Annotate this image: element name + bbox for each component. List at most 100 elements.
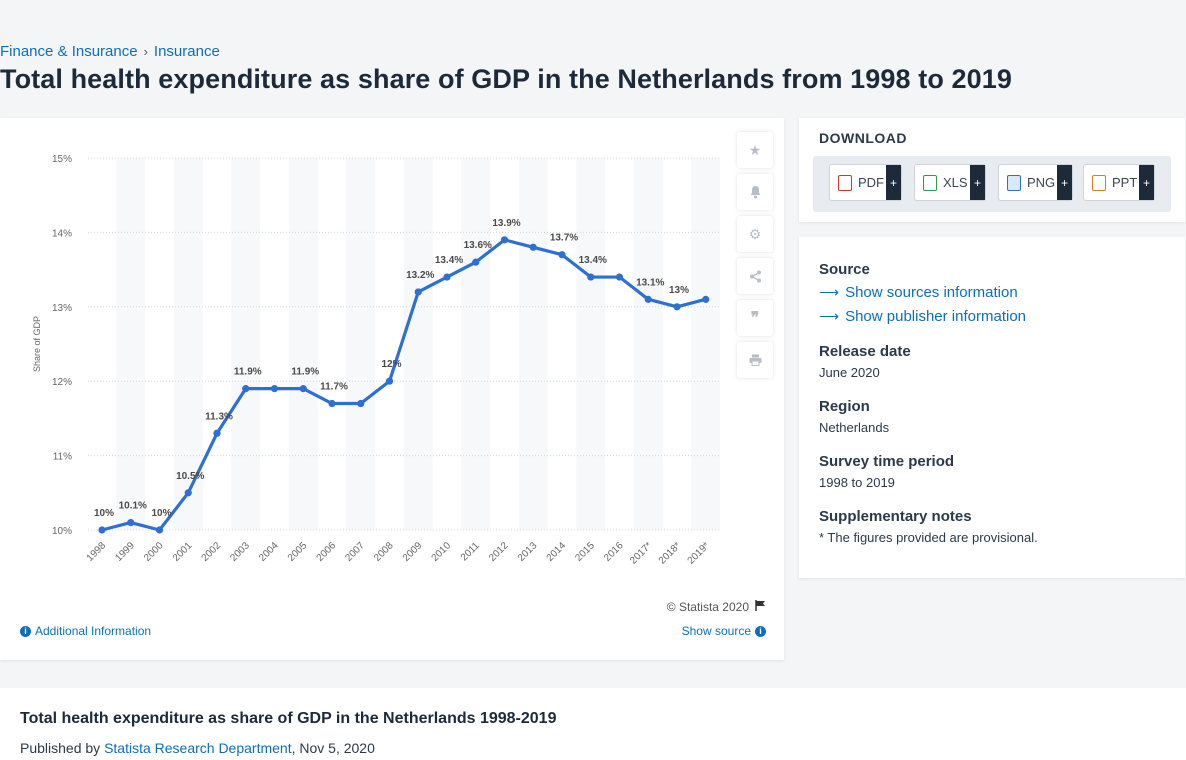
data-label: 13.9% <box>492 218 520 229</box>
download-ppt-button[interactable]: PPT + <box>1083 164 1155 201</box>
x-tick-label: 2016 <box>602 540 626 564</box>
column-band <box>403 158 433 530</box>
data-point <box>184 489 192 497</box>
x-tick-label: 2017* <box>628 540 654 566</box>
breadcrumb: Finance & Insurance › Insurance <box>0 43 220 60</box>
x-tick-label: 2009 <box>401 540 425 564</box>
x-tick-label: 2002 <box>200 540 224 564</box>
statistic-description: Total health expenditure as share of GDP… <box>0 688 1186 760</box>
download-png-button[interactable]: PNG + <box>998 164 1073 201</box>
ppt-label: PPT <box>1112 175 1138 190</box>
survey-period-value: 1998 to 2019 <box>819 475 895 490</box>
pdf-plus-button[interactable]: + <box>886 165 901 200</box>
x-tick-label: 1999 <box>113 540 137 564</box>
published-date: , Nov 5, 2020 <box>291 740 375 756</box>
region-value: Netherlands <box>819 420 890 435</box>
star-icon[interactable]: ★ <box>737 132 773 168</box>
download-xls-button[interactable]: XLS + <box>914 164 986 201</box>
gear-icon[interactable]: ⚙ <box>737 216 773 252</box>
x-tick-label: 2011 <box>459 540 482 563</box>
flag-icon <box>755 600 766 614</box>
download-pdf-button[interactable]: PDF + <box>829 164 902 201</box>
x-tick-label: 2015 <box>573 540 597 564</box>
xls-plus-button[interactable]: + <box>970 165 985 200</box>
data-point <box>299 385 307 393</box>
breadcrumb-separator: › <box>143 44 148 59</box>
breadcrumb-finance-insurance[interactable]: Finance & Insurance <box>0 43 138 60</box>
statista-credits[interactable]: © Statista 2020 <box>667 600 766 614</box>
download-card: DOWNLOAD PDF + XLS + PNG + PPT + <box>799 118 1185 222</box>
data-label: 13.6% <box>464 240 492 251</box>
x-tick-label: 2014 <box>545 540 569 564</box>
x-tick-label: 2006 <box>315 540 339 564</box>
y-tick-label: 13% <box>52 303 72 314</box>
info-icon: i <box>20 625 31 637</box>
data-label: 10.5% <box>176 471 204 482</box>
data-point <box>155 526 164 534</box>
x-tick-label: 2005 <box>286 540 310 564</box>
png-plus-button[interactable]: + <box>1057 165 1072 200</box>
xls-file-icon <box>923 174 937 191</box>
data-label: 13% <box>669 285 689 296</box>
data-label: 11.3% <box>205 411 233 422</box>
supplementary-notes-value: * The figures provided are provisional. <box>819 530 1038 545</box>
data-label: 11.9% <box>234 367 262 378</box>
x-tick-label: 2001 <box>171 540 195 564</box>
column-band <box>346 158 376 530</box>
print-icon[interactable] <box>737 342 773 378</box>
xls-label: XLS <box>943 175 968 190</box>
pdf-label: PDF <box>858 175 884 190</box>
data-label: 11.7% <box>320 382 348 393</box>
series-line <box>101 238 707 532</box>
column-band <box>288 158 318 530</box>
data-point <box>472 258 480 266</box>
download-buttons: PDF + XLS + PNG + PPT + <box>813 156 1171 212</box>
data-point <box>270 385 279 393</box>
bell-icon[interactable] <box>737 174 773 210</box>
source-label: Source <box>819 261 870 278</box>
release-date-value: June 2020 <box>819 365 880 380</box>
x-tick-label: 2019* <box>686 540 712 566</box>
ppt-file-icon <box>1092 174 1106 191</box>
additional-information-link[interactable]: i Additional Information <box>20 624 151 638</box>
show-source-link[interactable]: Show source i <box>682 624 766 638</box>
data-point <box>127 518 135 527</box>
publisher-link[interactable]: Statista Research Department <box>104 740 292 756</box>
x-tick-label: 2008 <box>372 540 396 564</box>
credits-text: © Statista 2020 <box>666 600 749 614</box>
data-point <box>587 273 595 281</box>
breadcrumb-insurance[interactable]: Insurance <box>153 43 220 60</box>
published-by: Published by Statista Research Departmen… <box>20 740 375 756</box>
data-point <box>529 243 537 251</box>
y-tick-label: 10% <box>52 526 72 537</box>
data-label: 13.1% <box>636 277 664 288</box>
show-publisher-link[interactable]: ⟶ Show publisher information <box>819 308 1026 325</box>
survey-period-label: Survey time period <box>819 453 955 470</box>
ppt-plus-button[interactable]: + <box>1139 165 1154 200</box>
x-tick-label: 2007 <box>343 540 367 564</box>
x-tick-label: 2012 <box>487 540 511 564</box>
y-tick-label: 14% <box>52 228 72 239</box>
info-icon: i <box>755 625 766 637</box>
show-source-label: Show source <box>681 624 751 638</box>
additional-information-label: Additional Information <box>35 624 152 638</box>
data-label: 13.2% <box>406 270 434 281</box>
column-band <box>576 158 606 530</box>
data-label: 13.4% <box>579 255 607 266</box>
chart-tools: ★ ⚙ ❞ <box>737 132 773 378</box>
data-label: 13.4% <box>435 255 463 266</box>
supplementary-notes-label: Supplementary notes <box>819 508 972 525</box>
quote-icon[interactable]: ❞ <box>737 300 773 336</box>
column-band <box>461 158 491 530</box>
y-tick-label: 15% <box>52 154 72 165</box>
share-icon[interactable] <box>737 258 773 294</box>
column-band <box>116 158 146 530</box>
show-publisher-label: Show publisher information <box>845 308 1027 325</box>
data-point <box>357 399 365 408</box>
data-point <box>414 288 422 296</box>
data-point <box>702 295 710 303</box>
chart-card: 10% 11% 12% 13% 14% 15% Share of GDP 1998 1999 20… <box>0 118 784 660</box>
show-sources-link[interactable]: ⟶ Show sources information <box>819 284 1018 301</box>
